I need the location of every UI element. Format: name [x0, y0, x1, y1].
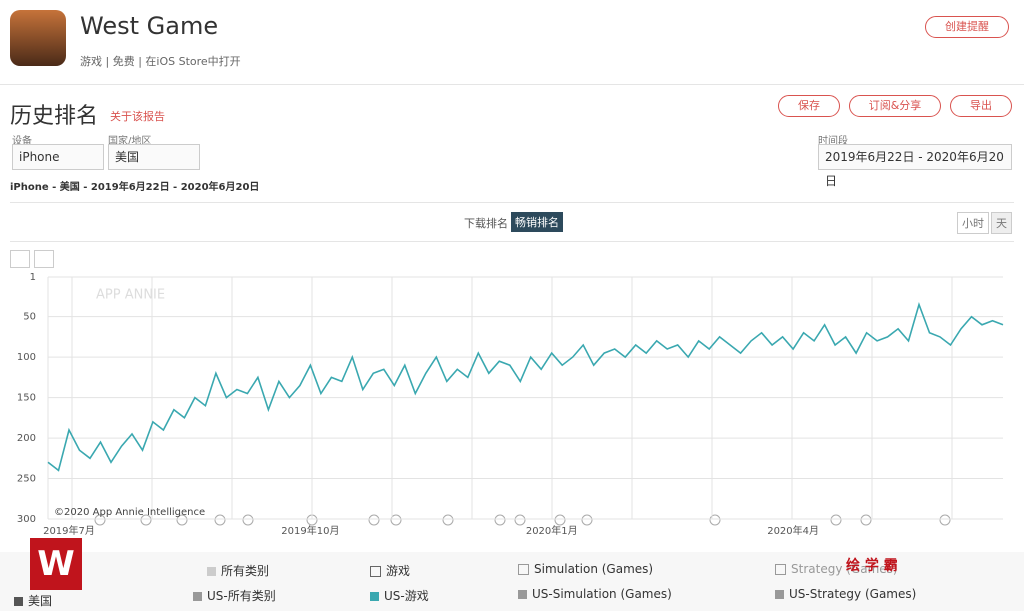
- annotation-icon: [368, 514, 380, 526]
- annotation-icon: [581, 514, 593, 526]
- x-tick-label: 2020年4月: [767, 524, 819, 537]
- legend-category[interactable]: Strategy (Games): [775, 562, 898, 576]
- annotation-icon: [94, 514, 106, 526]
- annotation-icon: [860, 514, 872, 526]
- annotation-icon: [514, 514, 526, 526]
- y-tick-label: 150: [17, 393, 36, 404]
- line: [47, 301, 1004, 472]
- zoom-button[interactable]: [34, 250, 54, 268]
- legend-text: 美国: [28, 594, 53, 608]
- save-button[interactable]: 保存: [778, 95, 840, 117]
- legend-text: Strategy (Games): [791, 562, 898, 576]
- watermark: APP ANNIE: [96, 288, 165, 303]
- tab-active[interactable]: 畅销排名: [511, 212, 563, 232]
- logo: W: [30, 538, 82, 590]
- device-select[interactable]: iPhone: [12, 144, 104, 170]
- y-tick-label: 250: [17, 474, 36, 485]
- about-link[interactable]: 关于该报告: [110, 110, 165, 123]
- y-tick-label: 1: [30, 272, 36, 283]
- period-select[interactable]: 2019年6月22日 - 2020年6月20日: [818, 144, 1012, 188]
- annotation-icon: [494, 514, 506, 526]
- legend-series[interactable]: US-所有类别: [193, 587, 276, 604]
- divider: [10, 202, 1014, 203]
- legend-series[interactable]: US-Simulation (Games): [518, 587, 672, 601]
- legend-text: US-Simulation (Games): [532, 587, 672, 601]
- x-tick-label: 2020年1月: [526, 524, 578, 537]
- annotation-icon: [939, 514, 951, 526]
- annotation-icon: [242, 514, 254, 526]
- legend: [0, 552, 1024, 611]
- legend-series[interactable]: US-Strategy (Games): [775, 587, 916, 601]
- granularity[interactable]: 天: [991, 212, 1012, 234]
- copyright: ©2020 App Annie Intelligence: [54, 507, 205, 518]
- annotation-icon: [554, 514, 566, 526]
- y-tick-label: 100: [17, 352, 36, 363]
- app-name: West Game: [80, 12, 219, 40]
- annotation-icon: [140, 514, 152, 526]
- legend-series[interactable]: US-游戏: [370, 587, 429, 604]
- annotation-icon: [176, 514, 188, 526]
- annotation-icon: [390, 514, 402, 526]
- country-label: 国家/地区: [108, 136, 152, 147]
- legend-text: US-Strategy (Games): [789, 587, 917, 601]
- legend-category[interactable]: 所有类别: [207, 562, 269, 579]
- meta: 游戏: [80, 55, 102, 68]
- divider: [0, 84, 1024, 85]
- legend-category[interactable]: 游戏: [370, 562, 410, 579]
- reset-button[interactable]: [10, 250, 30, 268]
- period-label: 时间段: [818, 136, 848, 147]
- report-title: 历史排名: [10, 104, 99, 129]
- app-meta: 游戏 | 免费 | 在iOS Store中打开: [80, 55, 241, 68]
- y-tick-label: 300: [17, 514, 36, 525]
- export-button[interactable]: 导出: [950, 95, 1012, 117]
- alert-button[interactable]: 创建提醒: [925, 16, 1009, 38]
- y-tick-label: 200: [17, 433, 36, 444]
- legend-text: Simulation (Games): [534, 562, 654, 576]
- annotation-icon: [442, 514, 454, 526]
- legend-text: 所有类别: [221, 564, 270, 578]
- meta: 免费: [112, 55, 135, 68]
- granularity[interactable]: 小时: [957, 212, 989, 234]
- y-tick-label: 50: [23, 312, 36, 323]
- summary: iPhone - 美国 - 2019年6月22日 - 2020年6月20日: [10, 182, 260, 193]
- app-icon: [10, 10, 66, 66]
- legend-text: US-所有类别: [207, 589, 276, 603]
- x-tick-label: 2019年10月: [281, 524, 339, 537]
- chart: 2020年4月2020年1月2019年10月2019年7月30025020015…: [17, 272, 1004, 537]
- legend-country[interactable]: 美国: [14, 592, 52, 609]
- device-label: 设备: [12, 136, 32, 147]
- share-button[interactable]: 订阅&分享: [849, 95, 941, 117]
- legend-category[interactable]: Simulation (Games): [518, 562, 653, 576]
- legend-text: US-游戏: [384, 589, 429, 603]
- meta-link[interactable]: 在iOS Store中打开: [145, 55, 241, 68]
- annotation-icon: [830, 514, 842, 526]
- divider: [10, 241, 1014, 242]
- tab[interactable]: 下载排名: [464, 217, 508, 230]
- country-select[interactable]: 美国: [108, 144, 200, 170]
- legend-text: 游戏: [386, 564, 411, 578]
- overlay-text: 绘 学 霸: [846, 558, 898, 574]
- x-tick-label: 2019年7月: [43, 524, 95, 537]
- annotation-icon: [214, 514, 226, 526]
